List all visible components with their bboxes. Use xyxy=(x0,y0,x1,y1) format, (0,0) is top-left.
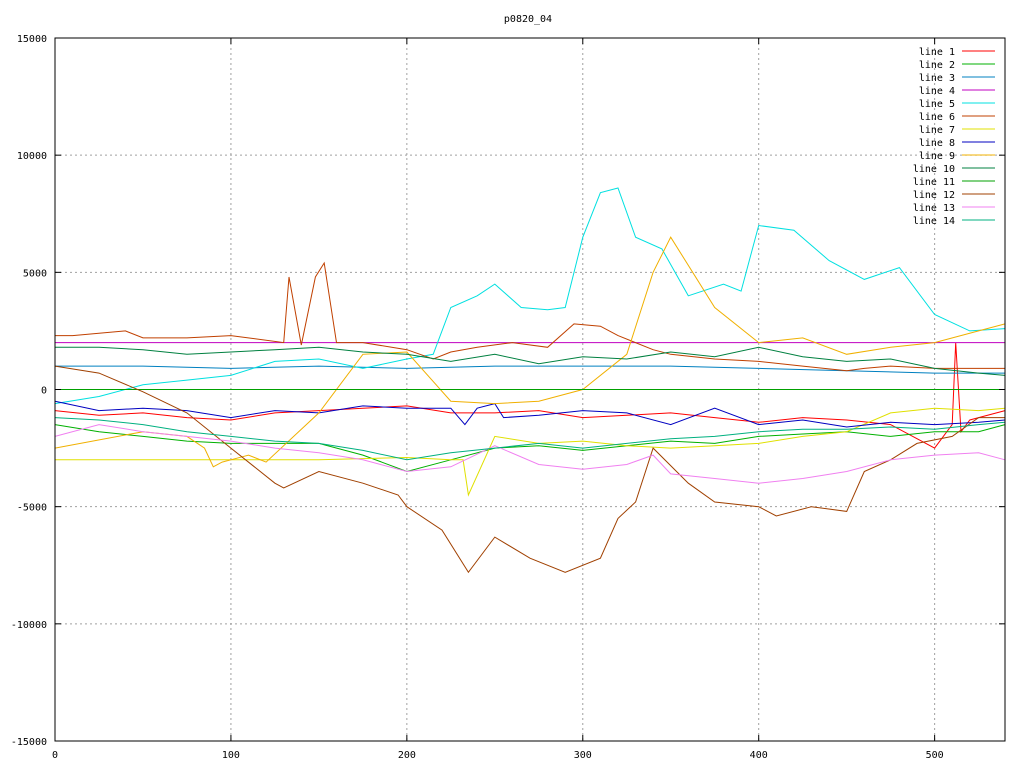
series-line-10 xyxy=(55,346,1006,376)
legend-label: line 1 xyxy=(919,47,955,58)
chart-title: p0820_04 xyxy=(504,14,552,25)
axes: 0 100 200 300 400 500 -15000 -10000 -5000 0 5000 10… xyxy=(11,34,1006,761)
x-tick-label: 400 xyxy=(750,750,768,761)
legend-label: line 13 xyxy=(913,203,955,214)
x-tick-label: 100 xyxy=(222,750,240,761)
series-line-3 xyxy=(55,365,1005,374)
legend-label: line 6 xyxy=(919,112,955,123)
series-lines xyxy=(54,187,1006,574)
x-tick-label: 0 xyxy=(52,750,58,761)
y-tick-label: 10000 xyxy=(17,151,47,162)
x-tick-label: 500 xyxy=(926,750,944,761)
series-line-7 xyxy=(55,407,1006,497)
y-tick-label: 15000 xyxy=(17,34,47,45)
legend-label: line 11 xyxy=(913,177,955,188)
legend-label: line 5 xyxy=(919,99,955,110)
series-line-13 xyxy=(54,424,1006,484)
legend-label: line 3 xyxy=(919,73,955,84)
series-line-5 xyxy=(54,187,1006,405)
series-line-1 xyxy=(54,342,1006,449)
y-tick-label: 5000 xyxy=(23,268,47,279)
x-tick-label: 300 xyxy=(574,750,592,761)
series-line-12 xyxy=(54,365,1005,574)
y-tick-label: -15000 xyxy=(11,737,47,748)
legend-label: line 9 xyxy=(919,151,955,162)
series-line-2 xyxy=(54,424,1006,473)
series-line-9 xyxy=(54,236,1006,468)
series-line-14 xyxy=(54,417,1006,461)
legend-label: line 10 xyxy=(913,164,955,175)
y-tick-label: -10000 xyxy=(11,620,47,631)
legend-label: line 7 xyxy=(919,125,955,136)
x-tick-label: 200 xyxy=(398,750,416,761)
legend-label: line 8 xyxy=(919,138,955,149)
series-line-8 xyxy=(54,400,1006,428)
legend-label: line 2 xyxy=(919,60,955,71)
legend: line 1 line 2 line 3 line 4 line 5 line 6 line… xyxy=(913,47,995,227)
legend-label: line 12 xyxy=(913,190,955,201)
legend-label: line 4 xyxy=(919,86,955,97)
series-line-6 xyxy=(55,261,1005,372)
legend-label: line 14 xyxy=(913,216,955,227)
y-tick-label: -5000 xyxy=(17,503,47,514)
y-tick-label: 0 xyxy=(41,386,47,397)
